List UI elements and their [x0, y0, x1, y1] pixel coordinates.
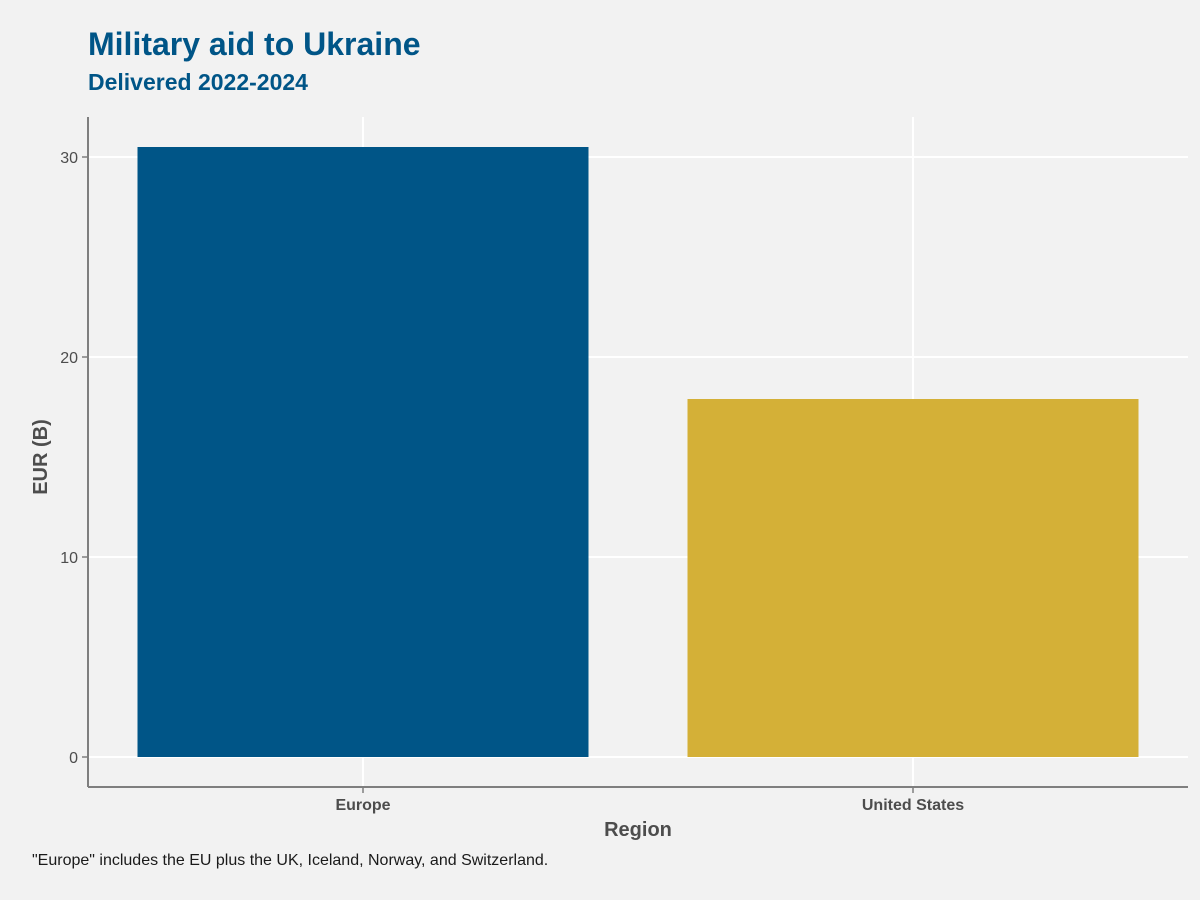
y-tick-label: 30 [60, 150, 78, 167]
y-tick-label: 20 [60, 350, 78, 367]
y-tick-label: 0 [69, 750, 78, 767]
x-axis-title: Region [604, 819, 672, 841]
y-axis-title: EUR (B) [30, 419, 52, 495]
y-tick-label: 10 [60, 550, 78, 567]
axis-layer [87, 117, 1188, 788]
bar-europe [137, 147, 589, 757]
chart-title: Military aid to Ukraine [88, 26, 421, 62]
chart-subtitle: Delivered 2022-2024 [88, 69, 308, 95]
bar-united-states [687, 399, 1139, 757]
chart-caption: "Europe" includes the EU plus the UK, Ic… [32, 852, 548, 869]
bar-layer [137, 147, 1139, 757]
x-tick-label: United States [862, 797, 964, 814]
x-tick-label: Europe [335, 797, 390, 814]
tick-layer: 0 10 20 30 Europe United States [60, 150, 964, 814]
